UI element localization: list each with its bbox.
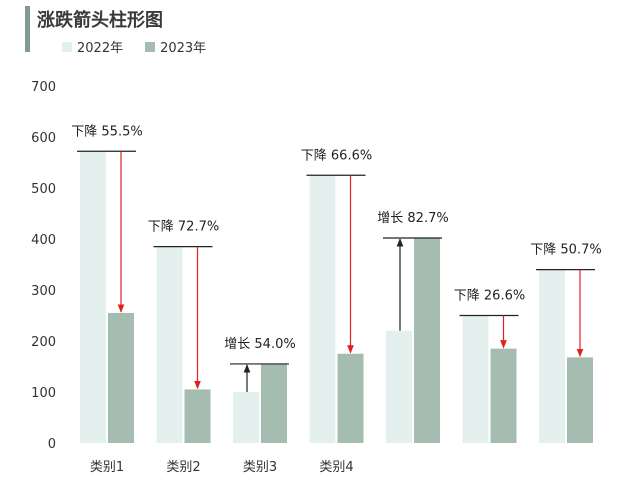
bar-2023 (108, 312, 134, 443)
legend-item-2023: 2023年 (145, 37, 206, 56)
y-tick-label: 200 (31, 335, 56, 350)
bar-2023 (184, 389, 211, 443)
change-label: 下降 26.6% (454, 289, 525, 304)
bar-2023 (490, 348, 517, 443)
bar-2023 (567, 357, 593, 443)
legend-label-2022: 2022年 (77, 41, 124, 56)
bar-2022 (539, 269, 565, 443)
y-tick-label: 300 (31, 284, 56, 299)
change-label: 下降 66.6% (301, 148, 372, 163)
change-label: 下降 55.5% (71, 124, 142, 139)
bar-2022 (462, 315, 489, 443)
bar-2023 (337, 353, 364, 443)
bar-2023 (414, 237, 440, 443)
change-label: 下降 72.7% (148, 220, 219, 235)
x-tick-label: 类别3 (243, 460, 277, 475)
y-tick-label: 700 (31, 80, 56, 95)
x-tick-label: 类别1 (90, 460, 124, 475)
change-label: 增长 54.0% (224, 337, 295, 352)
bar-2022 (156, 246, 183, 443)
legend-swatch-2022 (62, 41, 72, 52)
bar-2023 (261, 363, 287, 443)
y-tick-label: 100 (31, 386, 56, 401)
legend-label-2023: 2023年 (160, 41, 207, 56)
y-tick-label: 500 (31, 182, 56, 197)
bar-2022 (386, 330, 412, 443)
change-label: 下降 50.7% (530, 243, 601, 258)
bar-2022 (309, 175, 336, 443)
y-tick-label: 600 (31, 131, 56, 146)
x-tick-label: 类别2 (166, 460, 200, 475)
bar-2022 (233, 392, 259, 443)
x-tick-label: 类别4 (319, 460, 353, 475)
y-tick-label: 0 (48, 437, 56, 452)
y-tick-label: 400 (31, 233, 56, 248)
change-label: 增长 82.7% (377, 211, 448, 226)
legend-swatch-2023 (145, 41, 156, 52)
fade-overlay (360, 456, 640, 478)
chart-title: 涨跌箭头柱形图 (37, 10, 163, 31)
title-accent-bar (25, 6, 30, 52)
legend: 2022年 2023年 (62, 37, 228, 56)
legend-item-2022: 2022年 (62, 37, 123, 56)
bar-2022 (80, 151, 106, 443)
